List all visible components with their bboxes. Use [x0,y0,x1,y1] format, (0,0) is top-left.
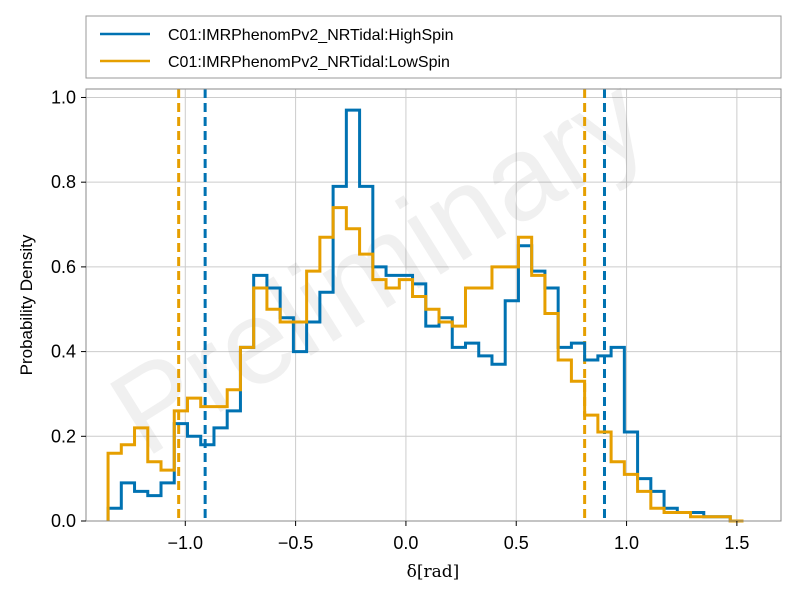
x-tick-label: −1.0 [168,533,204,553]
x-tick-label: −0.5 [278,533,314,553]
plot-frame [85,88,782,522]
x-tick-label: 0.5 [504,533,529,553]
x-tick-label: 1.5 [724,533,749,553]
y-tick-label: 0.4 [51,342,76,362]
credible-interval-lines [177,89,606,521]
histogram-series-highspin [106,108,744,523]
legend-label-highspin: C01:IMRPhenomPv2_NRTidal:HighSpin [168,27,453,44]
y-axis-ticks: 0.0 0.2 0.4 0.6 0.8 1.0 [51,87,86,531]
y-tick-label: 0.0 [51,511,76,531]
y-tick-label: 1.0 [51,87,76,107]
legend-label-lowspin: C01:IMRPhenomPv2_NRTidal:LowSpin [168,54,450,71]
x-tick-label: 0.0 [393,533,418,553]
histogram-series-lowspin [106,206,744,523]
x-axis-ticks: −1.0 −0.5 0.0 0.5 1.0 1.5 [168,521,749,553]
y-tick-label: 0.8 [51,172,76,192]
legend: C01:IMRPhenomPv2_NRTidal:HighSpin C01:IM… [85,15,782,79]
y-tick-label: 0.6 [51,257,76,277]
legend-box [85,15,782,79]
x-tick-label: 1.0 [614,533,639,553]
y-axis-label: Probability Density [17,234,36,375]
histogram-series [106,108,744,523]
y-tick-label: 0.2 [51,426,76,446]
x-axis-label: δ[rad] [407,562,460,582]
